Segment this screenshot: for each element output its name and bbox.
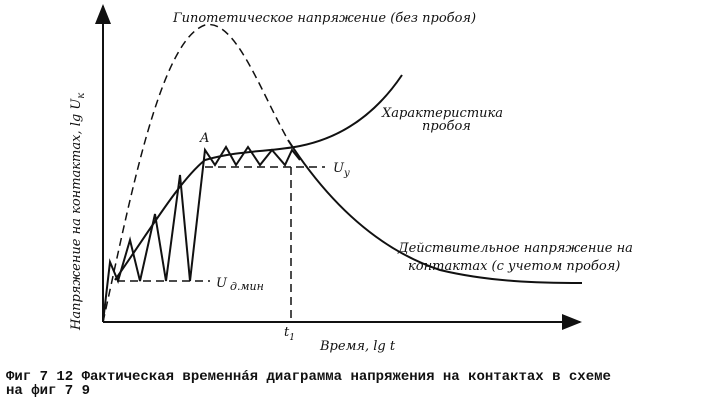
actual-label: контактах (с учетом пробоя) — [408, 259, 620, 274]
u-y-label: Uу — [333, 161, 350, 179]
t1-sub: 1 — [289, 333, 295, 343]
u-min-symbol: U — [216, 276, 228, 291]
x-axis-label: Время, lg t — [319, 339, 396, 354]
caption: Фиг 7 12 Фактическая временнáя диаграмма… — [6, 369, 611, 385]
breakdown-label: Характеристика — [381, 106, 503, 121]
breakdown-label: пробоя — [422, 119, 471, 134]
t1-symbol: t — [284, 325, 290, 340]
hypothetical-label: Гипотетическое напряжение (без пробоя) — [172, 11, 476, 26]
sawtooth — [102, 145, 301, 323]
t1-label: t1 — [284, 325, 295, 343]
y-label-text: Напряжение на контактах, lg U — [69, 98, 84, 331]
caption: на фиг 7 9 — [6, 383, 90, 399]
hypothetical-curve — [102, 23, 289, 323]
u-y-symbol: U — [333, 161, 345, 176]
u-min-sub: д.мин — [230, 280, 264, 293]
actual-label: Действительное напряжение на — [397, 241, 633, 256]
actual-curve — [287, 139, 583, 284]
u-y-sub: у — [343, 168, 350, 179]
y-axis-label: Напряжение на контактах, lg Uк — [69, 93, 87, 331]
point-a: A — [199, 131, 209, 146]
breakdown-curve — [114, 74, 403, 281]
y-label-sub: к — [76, 93, 87, 99]
